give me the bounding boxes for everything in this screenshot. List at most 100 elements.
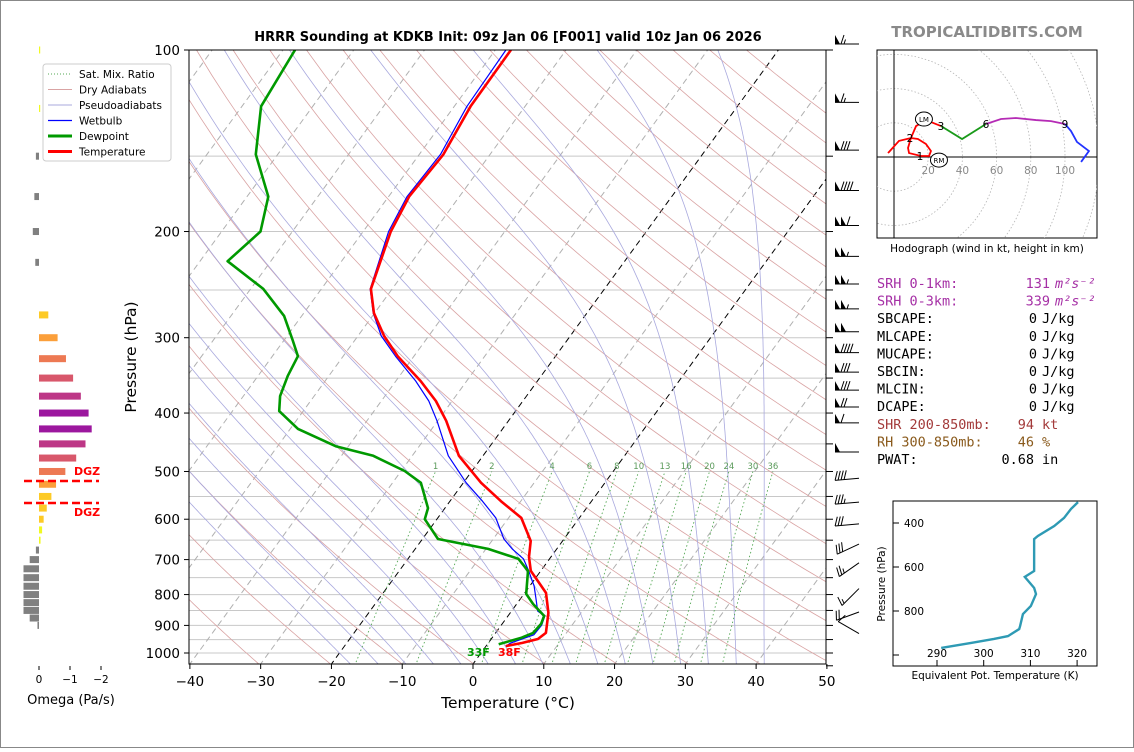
barb-half [847,279,849,284]
barb-full [838,495,840,504]
omega-bar [39,537,41,544]
omega-bar [24,599,40,606]
barb-full [847,141,850,150]
y-tick-label: 400 [154,406,180,422]
thetae-y-tick-label: 400 [904,518,924,530]
barb-pennant [835,275,840,284]
barb-full [841,516,843,525]
barb-full [841,363,844,372]
omega-bar [34,193,39,200]
wind-barb [835,93,859,102]
barb-full [847,344,850,353]
parameter-label: PWAT: [877,452,918,468]
parameter-unit: m²s⁻² [1054,294,1096,310]
surface-dewpoint-label: 33F [467,646,490,659]
omega-bar [37,622,39,629]
barb-shaft [839,563,859,577]
barb-pennant [835,363,840,372]
parameter-label: MLCIN: [877,382,926,398]
y-tick-label: 900 [154,618,180,634]
omega-bar [24,574,40,581]
omega-bar [24,607,40,614]
hodograph-caption: Hodograph (wind in kt, height in km) [890,243,1084,255]
legend-label: Wetbulb [79,116,123,128]
wind-barb [835,494,859,504]
dry-adiabat [233,50,979,666]
wind-barb [835,344,859,353]
omega-tick-label: −1 [62,674,77,686]
omega-bar [30,615,39,622]
parameter-value: 0 [1029,364,1037,380]
mixing-ratio-line [551,472,617,666]
dry-adiabat [87,50,692,666]
barb-pennant [841,217,846,226]
hodograph-ring-label: 100 [1055,165,1075,177]
wind-barb [836,610,859,621]
thetae-x-tick-label: 320 [1067,648,1087,660]
wind-barb [835,247,859,256]
mixing-ratio-label: 2 [489,462,494,472]
mixing-ratio-label: 24 [723,462,734,472]
omega-bar [24,591,40,598]
isotherm [118,50,566,666]
barb-pennant [841,323,846,332]
parameter-unit: kt [1042,417,1058,433]
barb-full [841,35,844,44]
parameter-label: SBCIN: [877,364,926,380]
omega-bar [39,468,65,475]
parameter-value: 0 [1029,329,1037,345]
thetae-y-tick-label: 800 [904,606,924,618]
dgz-label: DGZ [74,465,100,478]
isotherm-highlight [472,50,920,666]
parameter-value: 339 [1026,294,1050,310]
mixing-ratio-label: 30 [748,462,759,472]
wind-barb [835,381,859,390]
y-tick-label: 1000 [146,646,180,662]
barb-full [844,381,847,390]
barb-full [842,542,843,551]
omega-tick-label: 0 [36,674,43,686]
barb-full [839,544,840,553]
pseudoadiabat [473,50,708,666]
skewt-frame [189,50,826,664]
barb-pennant [835,443,840,452]
parameter-unit: J/kg [1042,311,1075,327]
omega-bar [39,375,73,382]
wind-barb [836,542,859,554]
dry-adiabat [160,50,835,666]
omega-bar [35,259,39,266]
wind-barb [835,35,859,44]
y-tick-label: 100 [154,43,180,59]
dewpoint-line [228,50,544,644]
barb-half [844,40,846,45]
wind-barbs [835,35,859,634]
parameter-unit: % [1042,434,1050,450]
wind-barb [835,141,859,150]
barb-pennant [835,182,840,191]
omega-bar [30,556,39,563]
isotherm [259,50,707,666]
dry-adiabat [123,50,763,666]
barb-shaft [838,622,859,634]
parameter-unit: m²s⁻² [1054,276,1096,292]
parameter-label: MLCAPE: [877,329,934,345]
y-tick-label: 500 [154,464,180,480]
omega-bar [39,393,81,400]
thetae-x-label: Equivalent Pot. Temperature (K) [911,670,1078,682]
x-tick-label: −20 [317,674,346,690]
x-tick-label: 20 [606,674,623,690]
barb-shaft [836,612,859,620]
hodograph-ring-label: 20 [922,165,935,177]
hodograph-height-label: 1 [917,151,924,163]
mixing-ratio-line [700,472,753,666]
barb-full [841,494,843,503]
wind-barb [835,516,859,526]
thetae-y-tick-label: 600 [904,562,924,574]
y-tick-label: 200 [154,225,180,241]
wind-barb [835,182,859,191]
barb-half [844,98,846,103]
x-tick-label: 30 [677,674,694,690]
thetae-x-tick-label: 310 [1020,648,1040,660]
